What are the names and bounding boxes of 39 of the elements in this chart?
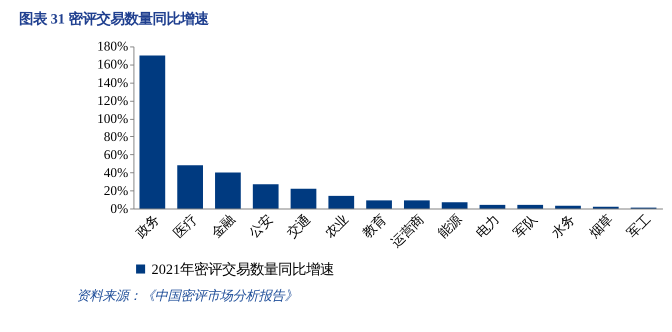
x-tick-label: 农业 [322, 212, 351, 241]
bar [139, 55, 166, 208]
y-tick-label: 120% [97, 92, 128, 108]
bar [328, 196, 354, 208]
text: 资料来源：《中国密评市场分析报告》 [76, 288, 298, 303]
legend-label: 2021年密评交易数量同比增速 [152, 262, 334, 278]
x-tick-label: 军工 [624, 212, 654, 241]
x-tick-label: 烟草 [586, 212, 616, 241]
bar [555, 206, 581, 208]
chart-title: 图表 31 密评交易数量同比增速 [19, 10, 210, 28]
y-tick-label: 80% [104, 128, 128, 144]
x-tick-label: 金融 [208, 212, 238, 241]
bar [517, 204, 544, 208]
bar [177, 165, 203, 208]
bar [252, 184, 279, 208]
y-tick-label: 60% [104, 146, 128, 162]
x-tick-label: 教育 [360, 212, 389, 241]
bar [215, 172, 241, 208]
bar [442, 202, 468, 208]
y-tick-label: 20% [104, 182, 128, 198]
y-tick-label: 160% [97, 56, 128, 72]
x-tick-label: 交通 [284, 212, 314, 241]
x-tick-label: 政务 [132, 212, 162, 241]
x-tick-label: 能源 [435, 212, 464, 241]
y-tick-label: 100% [97, 110, 128, 126]
x-tick-label: 运营商 [388, 212, 426, 250]
x-tick-label: 公安 [246, 212, 276, 241]
y-tick-label: 140% [97, 74, 128, 90]
y-tick-label: 40% [104, 164, 128, 180]
bar [404, 200, 430, 208]
bar [366, 200, 392, 208]
y-tick-label: 0% [110, 200, 128, 216]
bar [480, 204, 506, 208]
y-tick-label: 180% [97, 38, 128, 54]
x-tick-label: 电力 [472, 212, 502, 241]
x-tick-label: 军队 [510, 212, 540, 241]
x-tick-label: 医疗 [170, 212, 200, 241]
x-tick-label: 水务 [548, 212, 578, 241]
bar [290, 188, 316, 208]
